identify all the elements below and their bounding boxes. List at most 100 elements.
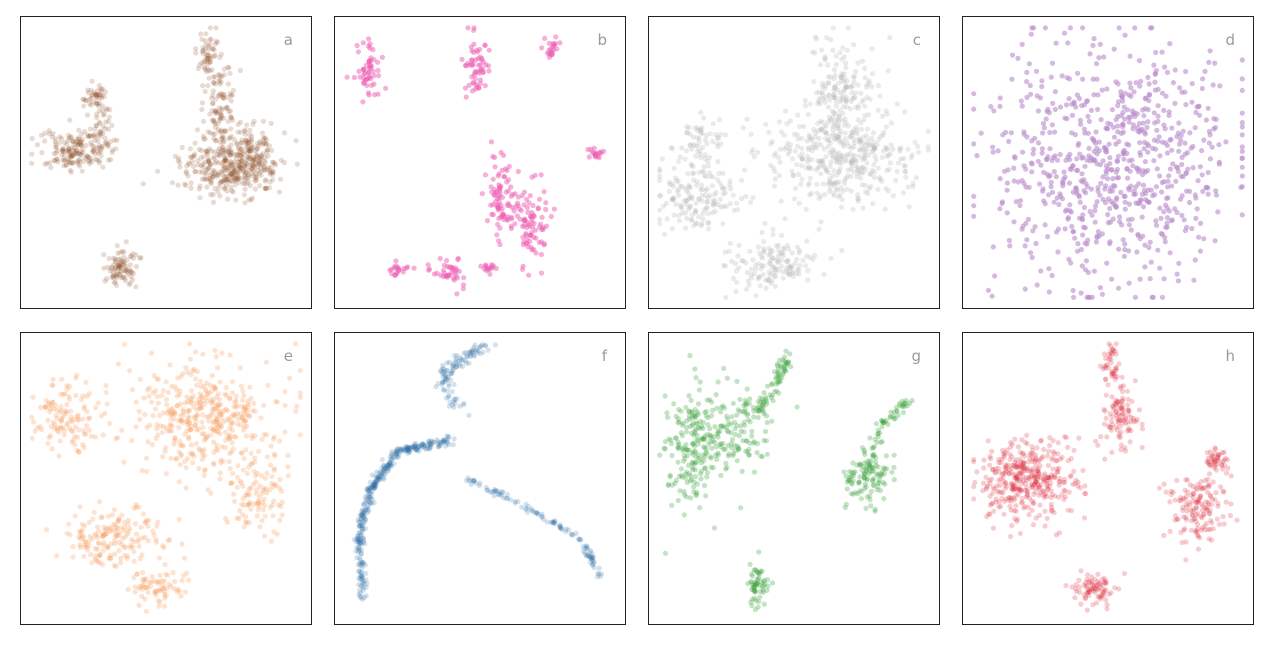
point-e-691 [82, 539, 88, 545]
point-e-404 [199, 456, 205, 462]
point-f-1 [358, 522, 364, 528]
point-d-630 [1039, 146, 1045, 152]
point-c-205 [812, 134, 818, 140]
point-c-518 [855, 82, 861, 88]
point-c-617 [694, 179, 700, 185]
point-a-850 [94, 92, 100, 98]
point-a-798 [100, 112, 107, 118]
point-f-128 [446, 434, 452, 440]
point-f-131 [358, 539, 364, 546]
point-c-553 [679, 205, 685, 211]
point-e-511 [271, 451, 277, 457]
point-e-448 [272, 453, 278, 459]
point-e-656 [146, 517, 152, 523]
point-d-244 [1015, 55, 1021, 62]
point-a-342 [264, 147, 270, 153]
point-f-211 [412, 441, 418, 448]
point-d-329 [1114, 175, 1120, 181]
point-e-750 [96, 540, 102, 546]
point-a-840 [96, 92, 102, 98]
point-f-391 [450, 362, 456, 368]
point-g-180 [673, 435, 679, 441]
point-e-71 [184, 409, 190, 415]
point-e-820 [178, 593, 184, 599]
point-c-130 [849, 160, 855, 166]
point-e-740 [106, 525, 112, 531]
point-f-267 [394, 454, 400, 460]
point-f-187 [416, 448, 422, 454]
point-e-834 [154, 579, 160, 585]
point-e-188 [190, 450, 196, 456]
point-e-202 [165, 389, 171, 395]
point-g-2 [693, 492, 699, 499]
point-e-239 [214, 442, 220, 448]
point-d-318 [1155, 113, 1161, 119]
point-e-680 [99, 562, 105, 568]
point-f-413 [466, 349, 472, 355]
point-d-659 [1086, 118, 1092, 124]
point-c-505 [820, 80, 826, 86]
point-d-401 [1094, 161, 1100, 167]
point-d-19 [1152, 120, 1158, 126]
point-c-433 [875, 83, 882, 89]
point-e-20 [182, 431, 188, 437]
point-a-355 [247, 148, 253, 154]
point-f-176 [381, 468, 387, 474]
point-d-489 [1013, 199, 1019, 205]
point-e-835 [137, 584, 143, 590]
point-d-255 [1057, 104, 1064, 110]
point-d-662 [1164, 224, 1170, 230]
point-g-37 [702, 454, 708, 460]
point-d-305 [1239, 87, 1245, 93]
point-g-430 [760, 579, 767, 585]
point-d-714 [1092, 208, 1098, 214]
point-d-273 [1153, 184, 1159, 190]
point-e-823 [160, 582, 166, 588]
point-d-346 [1038, 162, 1044, 168]
point-f-360 [446, 383, 452, 389]
point-g-304 [720, 403, 726, 409]
point-g-500 [763, 394, 769, 400]
point-e-749 [97, 552, 103, 558]
point-b-278 [538, 270, 545, 276]
point-g-182 [672, 435, 679, 441]
point-g-114 [697, 379, 703, 385]
point-c-343 [817, 95, 823, 101]
point-e-300 [201, 383, 207, 389]
point-a-583 [205, 67, 211, 73]
point-e-504 [252, 455, 258, 461]
point-a-62 [262, 164, 268, 170]
point-c-583 [683, 201, 689, 207]
point-c-167 [860, 134, 866, 140]
point-e-669 [139, 535, 145, 541]
point-f-560 [524, 509, 530, 515]
point-a-651 [60, 145, 66, 151]
point-a-783 [100, 130, 106, 136]
point-f-115 [368, 491, 374, 497]
point-a-480 [226, 65, 232, 71]
point-g-14 [708, 433, 714, 439]
point-f-472 [503, 495, 510, 501]
point-a-562 [200, 50, 206, 57]
point-c-869 [772, 274, 778, 280]
point-e-843 [161, 603, 168, 609]
point-a-338 [258, 155, 264, 161]
point-g-433 [754, 577, 760, 583]
point-c-431 [840, 94, 846, 100]
point-g-228 [742, 409, 748, 415]
point-d-595 [1009, 52, 1016, 58]
point-c-494 [843, 98, 849, 104]
point-a-500 [219, 135, 225, 141]
point-e-506 [227, 450, 233, 456]
point-c-651 [683, 210, 689, 216]
point-d-576 [1104, 176, 1111, 182]
point-g-301 [728, 440, 734, 447]
point-f-297 [367, 495, 373, 502]
point-e-135 [193, 440, 200, 447]
point-g-368 [867, 497, 873, 503]
point-e-125 [194, 412, 200, 418]
point-g-277 [710, 438, 716, 444]
point-c-629 [699, 198, 705, 204]
point-a-127 [245, 178, 251, 184]
point-e-468 [264, 490, 270, 496]
